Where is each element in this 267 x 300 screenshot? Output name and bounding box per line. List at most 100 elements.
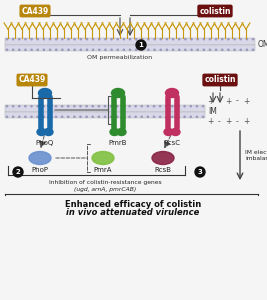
Circle shape: [86, 49, 88, 51]
Circle shape: [172, 49, 174, 51]
Text: PmrA: PmrA: [94, 167, 112, 173]
Circle shape: [190, 116, 192, 118]
Circle shape: [239, 38, 242, 40]
Circle shape: [153, 116, 155, 118]
Circle shape: [80, 49, 82, 51]
Circle shape: [55, 49, 57, 51]
Circle shape: [12, 105, 14, 107]
Circle shape: [36, 105, 39, 107]
Text: PmrB: PmrB: [109, 140, 127, 146]
Circle shape: [43, 49, 45, 51]
Ellipse shape: [92, 152, 114, 164]
Circle shape: [183, 105, 186, 107]
Text: +: +: [243, 118, 249, 127]
Circle shape: [209, 49, 211, 51]
Circle shape: [178, 38, 180, 40]
Ellipse shape: [112, 88, 124, 98]
Ellipse shape: [117, 128, 126, 136]
Circle shape: [37, 38, 39, 40]
Circle shape: [37, 49, 39, 51]
Circle shape: [86, 38, 88, 40]
Text: -: -: [235, 118, 238, 127]
Circle shape: [6, 38, 8, 40]
Circle shape: [85, 105, 88, 107]
Circle shape: [184, 49, 187, 51]
Text: RcsB: RcsB: [155, 167, 171, 173]
Circle shape: [153, 105, 155, 107]
Text: +: +: [243, 97, 249, 106]
Circle shape: [159, 38, 162, 40]
Text: (ugd, arnA, pmrCAB): (ugd, arnA, pmrCAB): [74, 187, 136, 192]
Circle shape: [153, 49, 156, 51]
Circle shape: [190, 38, 193, 40]
Text: colistin: colistin: [204, 76, 236, 85]
Circle shape: [190, 105, 192, 107]
Circle shape: [202, 38, 205, 40]
Circle shape: [79, 105, 82, 107]
Circle shape: [134, 116, 137, 118]
Circle shape: [85, 116, 88, 118]
Circle shape: [67, 105, 69, 107]
Text: +: +: [207, 97, 213, 106]
Text: CA439: CA439: [21, 7, 49, 16]
Circle shape: [24, 38, 27, 40]
Circle shape: [116, 38, 119, 40]
Circle shape: [227, 38, 230, 40]
Circle shape: [73, 116, 76, 118]
Circle shape: [165, 116, 168, 118]
Ellipse shape: [37, 128, 46, 136]
Circle shape: [159, 49, 162, 51]
Ellipse shape: [166, 88, 179, 98]
Circle shape: [116, 49, 119, 51]
Text: +: +: [225, 97, 231, 106]
Bar: [5, 112, 205, 118]
Text: OM: OM: [258, 40, 267, 49]
Circle shape: [233, 49, 236, 51]
Circle shape: [49, 105, 51, 107]
Circle shape: [61, 105, 64, 107]
Circle shape: [202, 49, 205, 51]
Circle shape: [195, 116, 198, 118]
Circle shape: [123, 38, 125, 40]
Text: Enhanced efficacy of colistin: Enhanced efficacy of colistin: [65, 200, 201, 209]
Circle shape: [172, 38, 174, 40]
Circle shape: [97, 116, 100, 118]
Circle shape: [30, 38, 33, 40]
Ellipse shape: [152, 152, 174, 164]
Circle shape: [209, 38, 211, 40]
Text: +: +: [225, 118, 231, 127]
Circle shape: [129, 38, 131, 40]
Text: +: +: [207, 118, 213, 127]
Circle shape: [24, 49, 27, 51]
Circle shape: [171, 116, 174, 118]
Text: PhoQ: PhoQ: [36, 140, 54, 146]
Circle shape: [202, 105, 204, 107]
Circle shape: [147, 38, 150, 40]
Circle shape: [24, 105, 27, 107]
Circle shape: [183, 116, 186, 118]
Circle shape: [246, 49, 248, 51]
Circle shape: [24, 116, 27, 118]
Circle shape: [73, 38, 76, 40]
Circle shape: [73, 49, 76, 51]
Circle shape: [67, 116, 69, 118]
Circle shape: [67, 49, 70, 51]
Circle shape: [55, 116, 57, 118]
Circle shape: [61, 38, 64, 40]
Circle shape: [122, 116, 125, 118]
Circle shape: [195, 167, 205, 177]
Text: -: -: [218, 118, 220, 127]
Circle shape: [141, 49, 144, 51]
Circle shape: [6, 49, 8, 51]
Circle shape: [6, 116, 8, 118]
Circle shape: [202, 116, 204, 118]
Text: 1: 1: [139, 42, 143, 48]
Circle shape: [30, 49, 33, 51]
Circle shape: [252, 49, 254, 51]
Text: -: -: [235, 97, 238, 106]
Circle shape: [159, 116, 162, 118]
Circle shape: [104, 116, 106, 118]
Circle shape: [215, 49, 217, 51]
Circle shape: [147, 105, 149, 107]
Circle shape: [43, 38, 45, 40]
